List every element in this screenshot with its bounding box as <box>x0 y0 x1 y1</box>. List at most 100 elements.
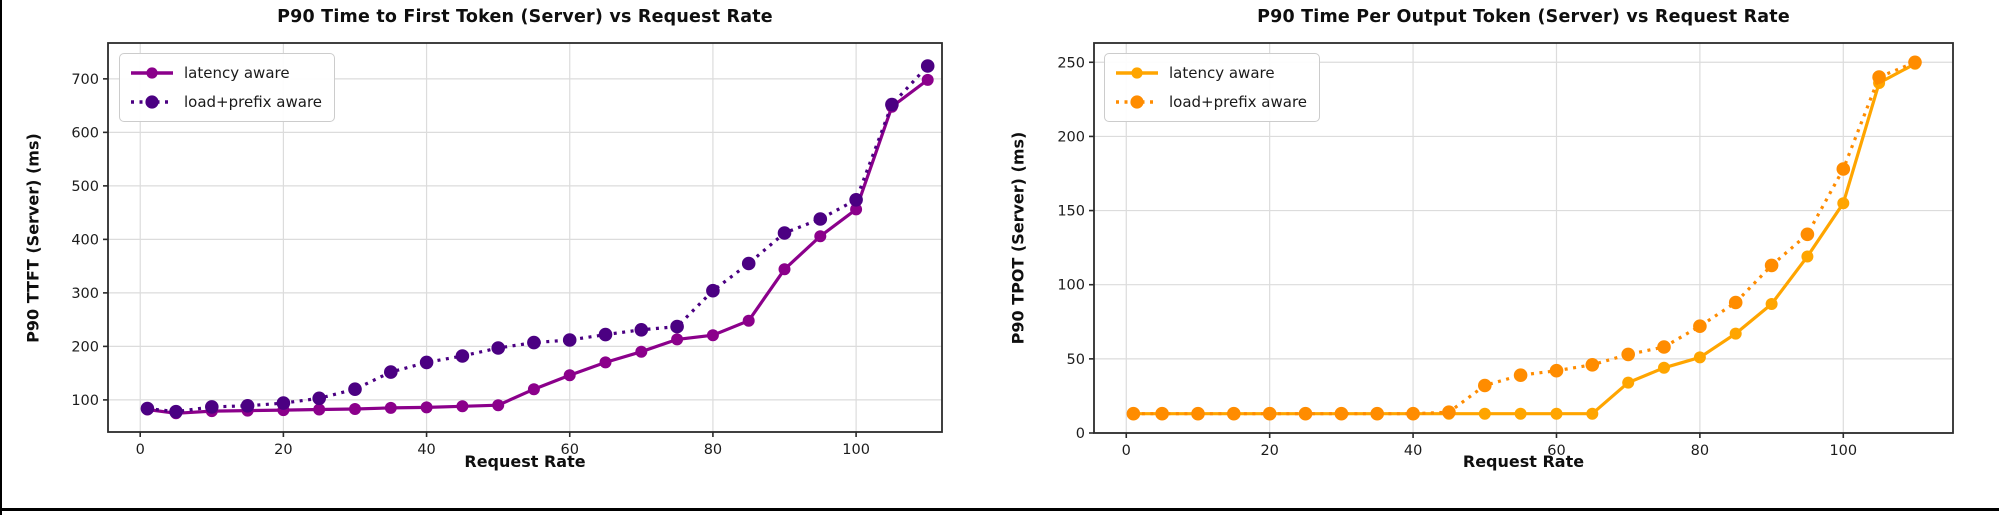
data-point-marker <box>742 314 755 327</box>
legend-line-solid-icon <box>1116 67 1158 79</box>
data-point-marker <box>313 403 326 416</box>
data-point-marker <box>1872 70 1886 84</box>
x-tick-label: 80 <box>1691 443 1709 459</box>
data-point-marker <box>527 383 540 396</box>
data-point-marker <box>1191 406 1205 421</box>
y-tick-label: 200 <box>1057 129 1085 145</box>
data-point-marker <box>169 404 183 419</box>
legend-item: latency aware <box>1114 61 1307 85</box>
y-axis-label: P90 TTFT (Server) (ms) <box>23 133 43 343</box>
data-point-marker <box>1334 406 1349 421</box>
data-point-marker <box>1728 295 1743 310</box>
y-tick-label: 100 <box>71 393 99 409</box>
data-point-marker <box>849 193 863 207</box>
y-tick-label: 200 <box>71 339 99 355</box>
data-point-marker <box>1657 340 1671 354</box>
y-axis-label: P90 TPOT (Server) (ms) <box>1008 131 1028 345</box>
x-tick-label: 20 <box>1260 443 1278 459</box>
data-point-marker <box>1478 407 1491 420</box>
chart-tpot: 0 20 40 60 80 100 0 50 100 150 200 250 P90 Time Per… <box>985 0 1999 515</box>
axis-spine <box>107 42 943 433</box>
x-tick-label: 60 <box>561 442 579 458</box>
data-point-marker <box>1585 358 1600 372</box>
data-point-marker <box>813 212 828 226</box>
data-point-marker <box>1513 368 1528 383</box>
data-point-marker <box>1908 55 1922 70</box>
plot-area-ttft: 0 20 40 60 80 100 100 200 300 400 500 600 700 <box>71 42 943 458</box>
data-point-marker <box>1549 363 1564 378</box>
data-point-marker <box>920 59 935 73</box>
data-point-marker <box>670 319 684 334</box>
y-tick-label: 150 <box>1057 204 1085 220</box>
data-point-marker <box>885 97 899 112</box>
data-point-marker <box>456 400 469 413</box>
y-tick-label: 400 <box>71 232 99 248</box>
y-tick-label: 500 <box>71 179 99 195</box>
data-point-marker <box>1837 197 1850 210</box>
data-point-marker <box>1586 407 1599 420</box>
data-point-marker <box>205 400 219 414</box>
y-tick-label: 700 <box>71 72 99 88</box>
legend: latency aware load+prefix aware <box>119 53 336 122</box>
data-point-marker <box>1764 258 1779 273</box>
legend-line-dotted-icon <box>131 95 173 109</box>
data-point-marker <box>491 341 506 355</box>
legend-line-dotted-icon <box>1116 95 1158 109</box>
data-point-marker <box>1765 298 1778 310</box>
x-tick-label: 40 <box>417 442 435 458</box>
data-point-marker <box>1836 162 1851 176</box>
data-point-marker <box>419 355 434 370</box>
data-point-marker <box>276 396 291 410</box>
data-point-marker <box>1155 406 1169 421</box>
legend-label: load+prefix aware <box>184 93 323 111</box>
y-tick-label: 0 <box>1076 426 1085 442</box>
data-point-marker <box>348 382 362 397</box>
x-tick-label: 40 <box>1404 443 1422 459</box>
y-tick-label: 100 <box>1057 278 1085 294</box>
legend-item: latency aware <box>129 61 322 85</box>
data-point-marker <box>562 333 577 347</box>
data-point-marker <box>1514 407 1527 420</box>
x-tick-label: 0 <box>136 442 145 458</box>
chart-ttft: 0 20 40 60 80 100 100 200 300 400 500 600 700 P90 Ti… <box>0 0 975 515</box>
data-point-marker <box>1658 361 1670 374</box>
data-point-marker <box>1262 406 1277 421</box>
data-point-marker <box>921 73 934 86</box>
x-tick-label: 0 <box>1122 443 1131 459</box>
x-tick-label: 80 <box>704 442 722 458</box>
data-point-marker <box>778 263 791 276</box>
data-point-marker <box>240 399 255 413</box>
data-point-marker <box>527 335 541 350</box>
y-tick-label: 600 <box>71 125 99 141</box>
data-point-marker <box>671 333 684 346</box>
data-point-marker <box>1550 407 1563 420</box>
y-tick-label: 250 <box>1057 55 1085 71</box>
legend-item: load+prefix aware <box>129 90 322 114</box>
data-point-marker <box>1406 406 1420 421</box>
data-point-marker <box>349 403 361 415</box>
data-point-marker <box>1478 378 1492 393</box>
data-point-marker <box>492 399 505 412</box>
data-point-marker <box>1370 406 1384 421</box>
legend-line-solid-icon <box>131 67 173 79</box>
data-point-marker <box>1801 250 1814 263</box>
data-point-marker <box>1693 351 1706 364</box>
left-border <box>0 0 2 515</box>
data-point-marker <box>777 226 792 240</box>
data-point-marker <box>706 329 719 342</box>
x-axis-label: Request Rate <box>1462 452 1585 471</box>
legend: latency aware load+prefix aware <box>1104 53 1321 122</box>
bottom-border <box>0 508 1999 511</box>
x-tick-label: 100 <box>842 442 870 458</box>
data-point-marker <box>598 327 613 342</box>
data-point-marker <box>1729 327 1742 340</box>
y-tick-label: 300 <box>71 286 99 302</box>
x-axis-label: Request Rate <box>464 452 586 471</box>
data-point-marker <box>1693 319 1707 334</box>
data-point-marker <box>420 401 433 414</box>
data-point-marker <box>384 401 397 414</box>
data-point-marker <box>1126 406 1141 421</box>
data-point-marker <box>741 256 756 271</box>
data-point-marker <box>814 230 827 243</box>
